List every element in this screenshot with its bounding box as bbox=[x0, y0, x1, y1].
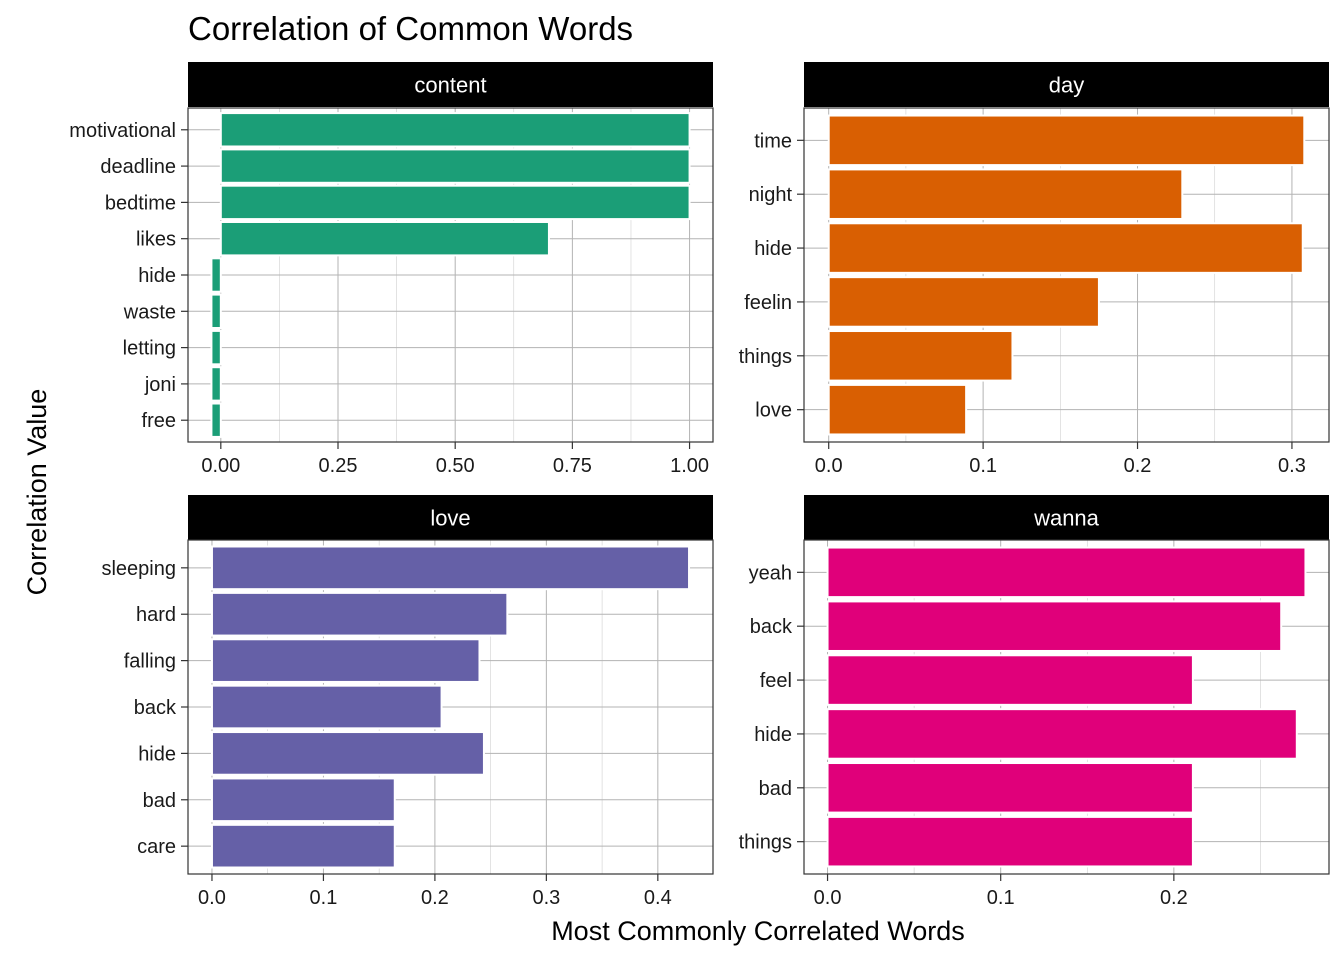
bar-feel bbox=[826, 654, 1194, 706]
x-tick-label: 0.1 bbox=[310, 887, 338, 909]
facet-panel-love: love sleeping hard falling back hide bad care 0.… bbox=[101, 495, 714, 909]
bar-night bbox=[827, 168, 1184, 220]
y-tick-label: bad bbox=[143, 790, 176, 812]
bar-bad bbox=[826, 762, 1194, 814]
facet-strip bbox=[188, 62, 713, 107]
facet-strip-label: wanna bbox=[1033, 506, 1100, 531]
facet-panels: content motivational deadline bedtime likes h… bbox=[69, 62, 1330, 909]
y-tick-label: love bbox=[755, 400, 792, 422]
bar-love bbox=[827, 383, 968, 436]
x-tick-label: 0.2 bbox=[421, 887, 449, 909]
chart-title: Correlation of Common Words bbox=[188, 10, 633, 47]
y-tick-label: care bbox=[137, 836, 176, 858]
y-tick-label: feel bbox=[760, 670, 792, 692]
facet-strip bbox=[804, 62, 1329, 107]
y-tick-label: likes bbox=[136, 229, 176, 251]
panel-border bbox=[803, 539, 1330, 875]
x-tick-label: 0.4 bbox=[644, 887, 672, 909]
bar-letting bbox=[210, 329, 222, 366]
y-tick-label: letting bbox=[123, 338, 176, 360]
y-tick-label: joni bbox=[144, 374, 176, 396]
x-tick-label: 0.0 bbox=[198, 887, 226, 909]
bar-likes bbox=[219, 220, 550, 257]
facet-strip-label: love bbox=[430, 506, 470, 531]
facet-strip-label: content bbox=[414, 73, 486, 98]
bar-joni bbox=[210, 366, 222, 402]
y-tick-label: bad bbox=[759, 778, 792, 800]
bar-waste bbox=[210, 293, 222, 330]
y-tick-label: hide bbox=[138, 265, 176, 287]
bar-free bbox=[210, 402, 222, 438]
x-tick-label: 0.2 bbox=[1160, 887, 1188, 909]
y-tick-label: night bbox=[749, 184, 793, 206]
facet-panel-day: day time night hide feelin things love 0.0 0.1 0.… bbox=[739, 62, 1330, 477]
y-tick-label: hide bbox=[754, 724, 792, 746]
bar-sleeping bbox=[210, 545, 691, 591]
x-axis-title: Most Commonly Correlated Words bbox=[551, 916, 965, 946]
x-tick-label: 0.50 bbox=[436, 455, 475, 477]
facet-panel-wanna: wanna yeah back feel hide bad things 0.0 0.1 0.2 bbox=[739, 495, 1330, 909]
bar-falling bbox=[210, 638, 481, 683]
x-tick-label: 0.0 bbox=[815, 455, 843, 477]
bar-back bbox=[210, 684, 443, 730]
bar-hide bbox=[210, 257, 222, 293]
bar-yeah bbox=[826, 546, 1307, 599]
y-tick-label: things bbox=[739, 832, 792, 854]
y-tick-label: deadline bbox=[100, 156, 176, 178]
y-tick-label: yeah bbox=[749, 562, 792, 584]
y-tick-label: bedtime bbox=[105, 192, 176, 214]
bar-things bbox=[827, 330, 1014, 382]
x-tick-label: 1.00 bbox=[670, 455, 709, 477]
bar-back bbox=[826, 600, 1283, 652]
bar-care bbox=[210, 823, 396, 869]
y-axis-title: Correlation Value bbox=[22, 389, 52, 596]
panel-border bbox=[803, 107, 1330, 443]
x-tick-label: 0.1 bbox=[969, 455, 997, 477]
bar-hide bbox=[827, 222, 1304, 274]
bar-bad bbox=[210, 777, 396, 823]
y-tick-label: back bbox=[750, 616, 793, 638]
x-tick-label: 0.75 bbox=[553, 455, 592, 477]
y-tick-label: hide bbox=[754, 238, 792, 260]
x-tick-label: 0.25 bbox=[319, 455, 358, 477]
y-tick-label: hard bbox=[136, 604, 176, 626]
facet-strip bbox=[804, 495, 1329, 540]
bar-motivational bbox=[219, 112, 691, 148]
bar-hide bbox=[826, 708, 1298, 760]
y-tick-label: falling bbox=[124, 651, 176, 673]
bar-hard bbox=[210, 591, 509, 637]
y-tick-label: waste bbox=[123, 301, 176, 323]
bar-bedtime bbox=[219, 184, 691, 221]
y-tick-label: back bbox=[134, 697, 177, 719]
bar-hide bbox=[210, 731, 485, 776]
facet-strip-label: day bbox=[1049, 73, 1084, 98]
bar-time bbox=[827, 114, 1306, 167]
y-tick-label: motivational bbox=[69, 120, 176, 142]
facet-panel-content: content motivational deadline bedtime likes h… bbox=[69, 62, 714, 477]
x-tick-label: 0.3 bbox=[532, 887, 560, 909]
y-tick-label: time bbox=[754, 130, 792, 152]
x-tick-label: 0.1 bbox=[987, 887, 1015, 909]
y-tick-label: things bbox=[739, 346, 792, 368]
y-tick-label: feelin bbox=[744, 292, 792, 314]
x-tick-label: 0.00 bbox=[201, 455, 240, 477]
y-tick-label: sleeping bbox=[101, 558, 176, 580]
x-tick-label: 0.0 bbox=[814, 887, 842, 909]
bar-things bbox=[826, 815, 1194, 868]
x-tick-label: 0.2 bbox=[1124, 455, 1152, 477]
bar-feelin bbox=[827, 276, 1100, 328]
y-tick-label: hide bbox=[138, 743, 176, 765]
facet-strip bbox=[188, 495, 713, 540]
x-tick-label: 0.3 bbox=[1278, 455, 1306, 477]
bar-deadline bbox=[219, 148, 691, 184]
y-tick-label: free bbox=[142, 410, 176, 432]
